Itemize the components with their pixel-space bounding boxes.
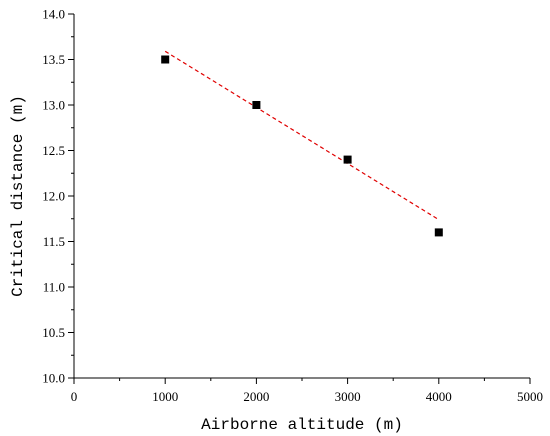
data-points <box>161 55 443 237</box>
data-point <box>252 101 261 109</box>
x-tick-label: 5000 <box>517 389 543 404</box>
y-tick-label: 12.0 <box>42 189 65 204</box>
x-tick-label: 1000 <box>152 389 178 404</box>
y-axis-title: Critical distance (m) <box>9 95 27 297</box>
x-tick-label: 0 <box>71 389 78 404</box>
y-tick-label: 11.0 <box>43 280 65 295</box>
axes <box>73 14 530 379</box>
tick-labels: 0 1000 2000 3000 4000 5000 10.0 10.5 11.0 11.5 12.… <box>42 7 543 405</box>
y-tick-label: 12.5 <box>42 143 65 158</box>
x-tick-label: 3000 <box>335 389 361 404</box>
fit-line <box>164 50 440 221</box>
x-axis-title: Airborne altitude (m) <box>201 416 403 434</box>
tick-marks <box>68 13 531 384</box>
x-tick-label: 4000 <box>426 389 452 404</box>
data-point <box>434 228 443 237</box>
y-tick-label: 10.5 <box>42 325 65 340</box>
data-point <box>161 55 170 64</box>
fit-line-group <box>164 50 440 221</box>
x-tick-label: 2000 <box>243 389 269 404</box>
y-tick-label: 11.5 <box>43 234 65 249</box>
y-tick-label: 13.0 <box>42 98 65 113</box>
data-point <box>343 155 352 164</box>
y-tick-label: 13.5 <box>42 52 65 67</box>
y-tick-label: 14.0 <box>42 7 65 22</box>
y-tick-label: 10.0 <box>42 371 65 386</box>
